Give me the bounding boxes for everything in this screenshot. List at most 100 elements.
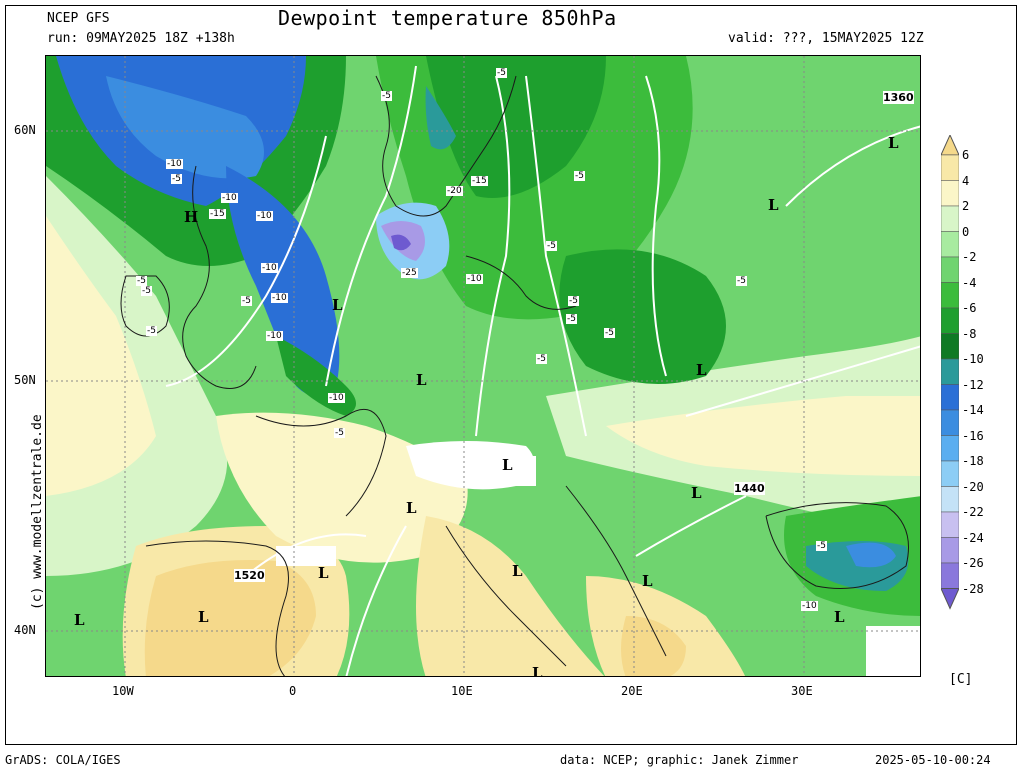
dewpoint-label: -5: [566, 314, 577, 324]
color-scale-swatch: [941, 562, 959, 589]
model-name: NCEP GFS: [47, 11, 110, 26]
low-pressure-marker: L: [406, 499, 417, 517]
dewpoint-label: -20: [446, 186, 463, 196]
dewpoint-label: -5: [496, 68, 507, 78]
footer-timestamp: 2025-05-10-00:24: [875, 753, 991, 767]
dewpoint-label: -10: [271, 293, 288, 303]
dewpoint-label: -10: [328, 393, 345, 403]
dewpoint-label: -5: [334, 428, 345, 438]
dewpoint-label: -5: [136, 276, 147, 286]
low-pressure-marker: L: [691, 484, 702, 502]
color-scale-tick: -22: [962, 505, 984, 519]
color-scale-swatch: [941, 282, 959, 309]
dewpoint-label: -10: [801, 601, 818, 611]
low-pressure-marker: L: [198, 608, 209, 626]
color-scale-swatch: [941, 358, 959, 385]
low-pressure-marker: L: [318, 564, 329, 582]
color-scale-swatch: [941, 460, 959, 487]
color-scale-swatch: [941, 486, 959, 513]
color-scale-tick: 6: [962, 148, 970, 162]
low-pressure-marker: L: [532, 664, 543, 677]
color-scale-tick: -4: [962, 275, 977, 290]
color-scale-swatch: [941, 231, 959, 258]
low-pressure-marker: L: [332, 296, 343, 314]
color-scale-tick: -12: [962, 377, 984, 392]
low-pressure-marker: L: [74, 611, 85, 629]
color-scale-tick: -2: [962, 250, 977, 264]
map-fields: [46, 56, 920, 676]
color-scale-swatch: [941, 435, 959, 462]
valid-time: valid: ???, 15MAY2025 12Z: [728, 31, 924, 46]
contour-label: 1360: [883, 91, 914, 104]
color-scale-tick: -18: [962, 454, 984, 468]
color-scale: [941, 135, 959, 610]
color-scale-swatch: [941, 333, 959, 360]
dewpoint-label: -5: [816, 541, 827, 551]
lon-label: 0: [289, 684, 297, 698]
dewpoint-label: -25: [401, 268, 418, 278]
dewpoint-label: -15: [209, 209, 226, 219]
low-pressure-marker: L: [502, 456, 513, 474]
low-pressure-marker: L: [834, 608, 845, 626]
high-pressure-marker: H: [184, 208, 199, 226]
dewpoint-label: -5: [141, 286, 152, 296]
dewpoint-label: -5: [568, 296, 579, 306]
lat-label: 40N: [14, 623, 36, 637]
dewpoint-label: -15: [471, 176, 488, 186]
footer-credits: data: NCEP; graphic: Janek Zimmer: [560, 753, 799, 767]
plot-frame: [5, 5, 1017, 745]
color-scale-tick: -28: [962, 581, 984, 596]
contour-label: 1440: [734, 482, 765, 495]
color-scale-tick: -16: [962, 428, 984, 443]
color-scale-tick: 2: [962, 199, 970, 213]
dewpoint-label: -5: [604, 328, 615, 338]
unit-label: [C]: [949, 672, 973, 687]
dewpoint-label: -5: [381, 91, 392, 101]
color-scale-tick: -26: [962, 556, 984, 570]
color-scale-swatch: [941, 307, 959, 334]
low-pressure-marker: L: [512, 562, 523, 580]
lon-label: 20E: [621, 684, 643, 698]
low-pressure-marker: L: [768, 196, 779, 214]
dewpoint-label: -10: [166, 159, 183, 169]
color-scale-swatch: [941, 409, 959, 436]
watermark: (c) www.modellzentrale.de: [30, 414, 45, 610]
dewpoint-label: -5: [241, 296, 252, 306]
color-scale-tick: -10: [962, 352, 984, 366]
dewpoint-label: -5: [546, 241, 557, 251]
dewpoint-label: -5: [171, 174, 182, 184]
low-pressure-marker: L: [416, 371, 427, 389]
lat-label: 60N: [14, 123, 36, 137]
dewpoint-label: -10: [256, 211, 273, 221]
lon-label: 10E: [451, 684, 473, 698]
color-scale-swatch: [941, 205, 959, 232]
dewpoint-label: -5: [736, 276, 747, 286]
low-pressure-marker: L: [642, 572, 653, 590]
color-scale-tick: -14: [962, 403, 984, 417]
color-scale-arrow-top: [941, 135, 959, 156]
page-title: Dewpoint temperature 850hPa: [278, 6, 617, 30]
color-scale-tick: 0: [962, 224, 970, 239]
dewpoint-label: -10: [266, 331, 283, 341]
color-scale-swatch: [941, 180, 959, 207]
color-scale-swatch: [941, 537, 959, 564]
dewpoint-label: -5: [574, 171, 585, 181]
color-scale-tick: -8: [962, 326, 977, 341]
color-scale-swatch: [941, 384, 959, 411]
footer-software: GrADS: COLA/IGES: [5, 753, 121, 767]
dewpoint-label: -10: [221, 193, 238, 203]
dewpoint-label: -10: [466, 274, 483, 284]
color-scale-tick: -6: [962, 301, 977, 315]
weather-map: L L L L L L L L L L L L L L L H 1360 144…: [45, 55, 921, 677]
run-info: run: 09MAY2025 18Z +138h: [47, 31, 235, 46]
low-pressure-marker: L: [888, 134, 899, 152]
lon-label: 30E: [791, 684, 813, 698]
color-scale-swatch: [941, 154, 959, 181]
color-scale-tick: -24: [962, 530, 984, 545]
lon-label: 10W: [112, 684, 134, 698]
color-scale-tick: -20: [962, 479, 984, 494]
lat-label: 50N: [14, 373, 36, 387]
dewpoint-label: -5: [536, 354, 547, 364]
color-scale-swatch: [941, 256, 959, 283]
dewpoint-label: -5: [146, 326, 157, 336]
